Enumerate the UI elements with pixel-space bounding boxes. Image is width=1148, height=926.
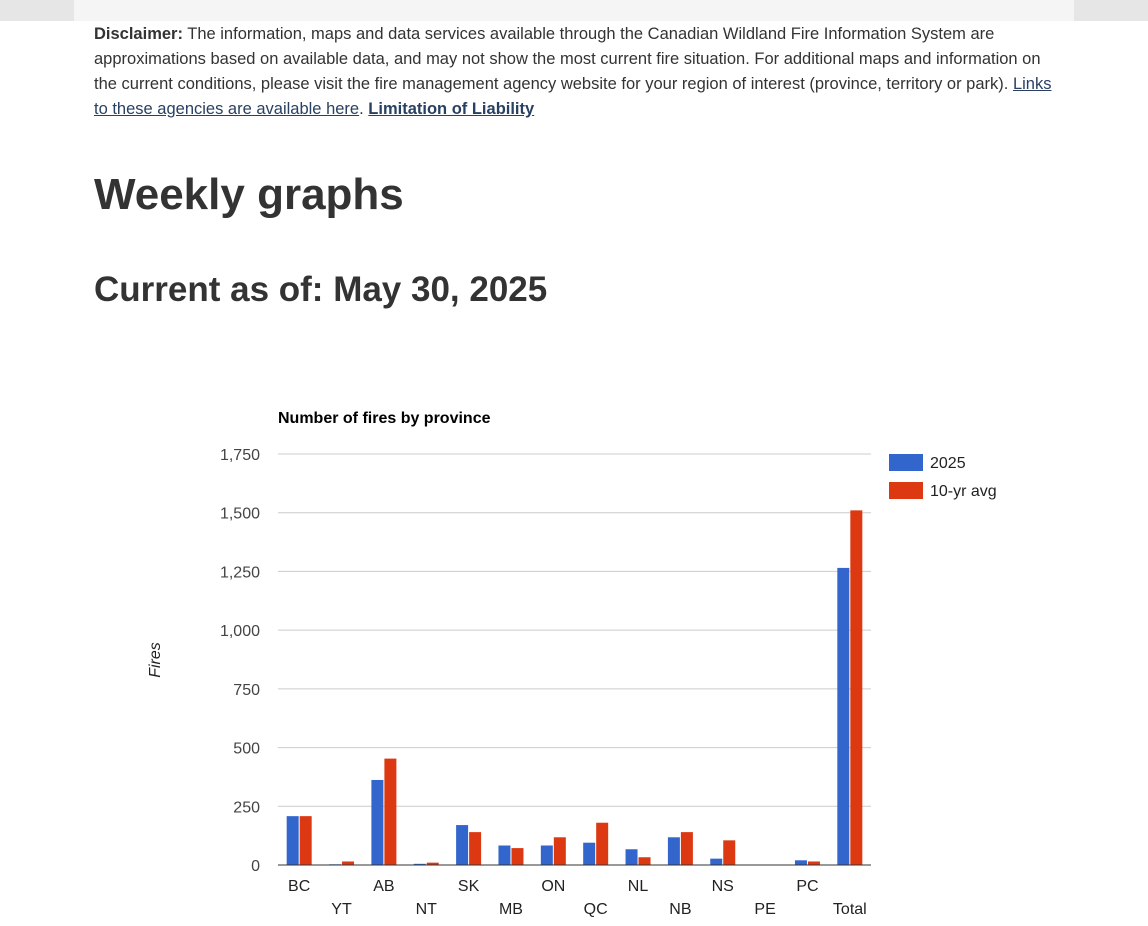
x-category-label: Total	[833, 901, 867, 918]
legend-swatch	[889, 482, 923, 499]
bar-mb-10yr-avg[interactable]	[511, 848, 524, 865]
bar-on-2025[interactable]	[540, 845, 553, 865]
x-category-label: PC	[796, 878, 818, 895]
x-category-label: NB	[669, 901, 691, 918]
x-category-label: QC	[584, 901, 608, 918]
bar-ab-2025[interactable]	[371, 779, 384, 865]
bar-sk-10yr-avg[interactable]	[469, 832, 482, 865]
bar-bc-10yr-avg[interactable]	[299, 816, 312, 865]
x-axis-categories: BC YT AB NT SK MB ON QC NL NB NS PE PC Total	[288, 878, 867, 918]
disclaimer-label: Disclaimer:	[94, 25, 183, 43]
x-category-label: NT	[416, 901, 438, 918]
y-tick-label: 1,250	[220, 564, 260, 581]
bar-nl-2025[interactable]	[625, 849, 638, 865]
y-axis-ticks: 0 250 500 750 1,000 1,250 1,500 1,750	[220, 447, 260, 875]
y-tick-label: 750	[233, 682, 260, 699]
x-category-label: YT	[331, 901, 352, 918]
disclaimer-separator: .	[359, 100, 369, 118]
top-bar-inner	[74, 0, 1074, 21]
fires-by-province-chart: Number of fires by province 0 250 500 750 1,…	[147, 410, 997, 918]
page-title: Weekly graphs	[94, 170, 404, 219]
legend-label: 10-yr avg	[930, 483, 997, 500]
x-category-label: NS	[712, 878, 734, 895]
y-tick-label: 1,000	[220, 623, 260, 640]
legend-swatch	[889, 454, 923, 471]
bar-on-10yr-avg[interactable]	[553, 837, 566, 865]
bar-nb-2025[interactable]	[667, 837, 680, 865]
x-category-label: PE	[754, 901, 775, 918]
bar-nb-10yr-avg[interactable]	[680, 832, 693, 865]
current-as-of: Current as of: May 30, 2025	[94, 270, 548, 309]
chart-bars	[286, 510, 863, 866]
bar-pc-10yr-avg[interactable]	[807, 861, 820, 865]
bar-qc-10yr-avg[interactable]	[596, 822, 609, 865]
disclaimer-text: The information, maps and data services …	[94, 25, 1041, 93]
x-category-label: AB	[373, 878, 394, 895]
bar-total-2025[interactable]	[837, 567, 850, 865]
bar-yt-10yr-avg[interactable]	[342, 861, 355, 865]
bar-pc-2025[interactable]	[794, 860, 807, 865]
bar-ab-10yr-avg[interactable]	[384, 758, 397, 865]
y-tick-label: 500	[233, 741, 260, 758]
x-category-label: MB	[499, 901, 523, 918]
y-axis-label: Fires	[147, 642, 164, 678]
chart-legend: 2025 10-yr avg	[889, 454, 997, 500]
bar-qc-2025[interactable]	[583, 842, 596, 865]
bar-nl-10yr-avg[interactable]	[638, 857, 651, 865]
bar-ns-2025[interactable]	[710, 858, 723, 865]
y-tick-label: 1,750	[220, 447, 260, 464]
agencies-link[interactable]: Links to these agencies are available he…	[94, 75, 1052, 118]
y-tick-label: 250	[233, 799, 260, 816]
bar-sk-2025[interactable]	[456, 825, 469, 865]
chart-title: Number of fires by province	[278, 410, 491, 427]
x-category-label: ON	[541, 878, 565, 895]
x-category-label: NL	[628, 878, 649, 895]
x-category-label: BC	[288, 878, 310, 895]
bar-total-10yr-avg[interactable]	[850, 510, 863, 865]
y-tick-label: 1,500	[220, 506, 260, 523]
chart-gridlines	[278, 453, 871, 807]
liability-link[interactable]: Limitation of Liability	[368, 100, 535, 118]
bar-ns-10yr-avg[interactable]	[723, 840, 736, 865]
x-category-label: SK	[458, 878, 480, 895]
bar-nt-2025[interactable]	[413, 863, 426, 865]
legend-label: 2025	[930, 455, 966, 472]
bar-bc-2025[interactable]	[286, 816, 299, 865]
disclaimer: Disclaimer: The information, maps and da…	[94, 22, 1054, 122]
y-tick-label: 0	[251, 858, 260, 875]
bar-nt-10yr-avg[interactable]	[426, 862, 439, 865]
bar-mb-2025[interactable]	[498, 845, 511, 865]
